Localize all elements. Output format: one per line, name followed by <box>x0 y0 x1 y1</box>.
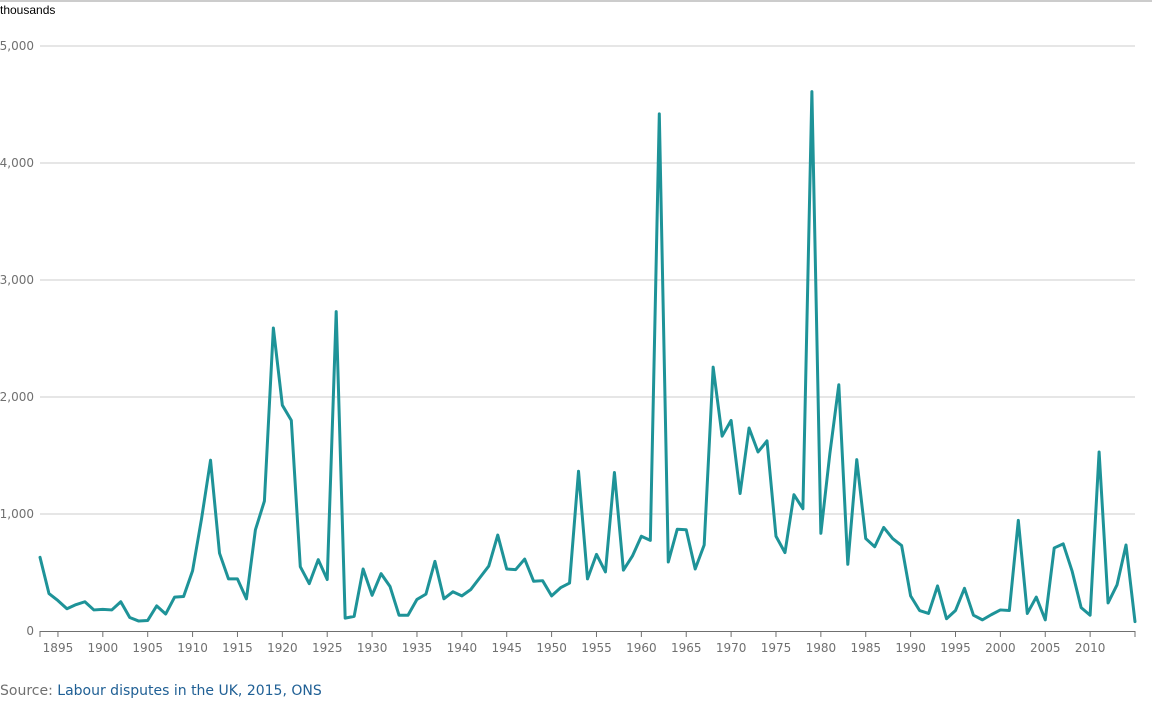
source-note: Source: Labour disputes in the UK, 2015,… <box>0 683 322 699</box>
x-tick-label: 1925 <box>312 641 343 655</box>
x-tick-label: 1950 <box>536 641 567 655</box>
x-tick-label: 1990 <box>895 641 926 655</box>
y-axis-ticks: 0 1,000 2,000 3,000 4,000 5,000 <box>0 39 34 638</box>
x-tick-label: 1940 <box>447 641 478 655</box>
x-tick-label: 1935 <box>402 641 433 655</box>
x-tick-label: 1920 <box>267 641 298 655</box>
x-tick-label: 1980 <box>806 641 837 655</box>
x-tick-label: 1895 <box>43 641 74 655</box>
x-tick-label: 2010 <box>1075 641 1106 655</box>
x-tick-label: 1915 <box>222 641 253 655</box>
y-tick-label: 2,000 <box>0 390 34 404</box>
x-tick-label: 1900 <box>88 641 119 655</box>
y-tick-label: 4,000 <box>0 156 34 170</box>
y-axis-unit-label: thousands <box>0 3 56 17</box>
source-prefix: Source: <box>0 683 58 699</box>
source-link[interactable]: Labour disputes in the UK, 2015, ONS <box>57 683 322 699</box>
x-tick-label: 1955 <box>581 641 612 655</box>
x-tick-label: 1975 <box>761 641 792 655</box>
series-group <box>38 90 1137 624</box>
x-tick-label: 1995 <box>940 641 971 655</box>
y-tick-label: 0 <box>26 624 34 638</box>
x-axis-ticks: 1895 1900 1905 1910 1915 1920 1925 1930 1935 1940… <box>43 631 1106 655</box>
x-tick-label: 1945 <box>491 641 522 655</box>
y-tick-label: 5,000 <box>0 39 34 53</box>
x-tick-label: 1965 <box>671 641 702 655</box>
x-axis <box>39 631 1136 637</box>
x-tick-label: 1985 <box>850 641 881 655</box>
y-tick-label: 1,000 <box>0 507 34 521</box>
x-tick-label: 1960 <box>626 641 657 655</box>
x-tick-label: 1930 <box>357 641 388 655</box>
x-tick-label: 1970 <box>716 641 747 655</box>
y-gridlines <box>40 45 1135 515</box>
series-line <box>38 90 1137 624</box>
x-tick-label: 2000 <box>985 641 1016 655</box>
x-tick-label: 1905 <box>132 641 163 655</box>
x-tick-label: 2005 <box>1030 641 1061 655</box>
y-tick-label: 3,000 <box>0 273 34 287</box>
x-tick-label: 1910 <box>177 641 208 655</box>
